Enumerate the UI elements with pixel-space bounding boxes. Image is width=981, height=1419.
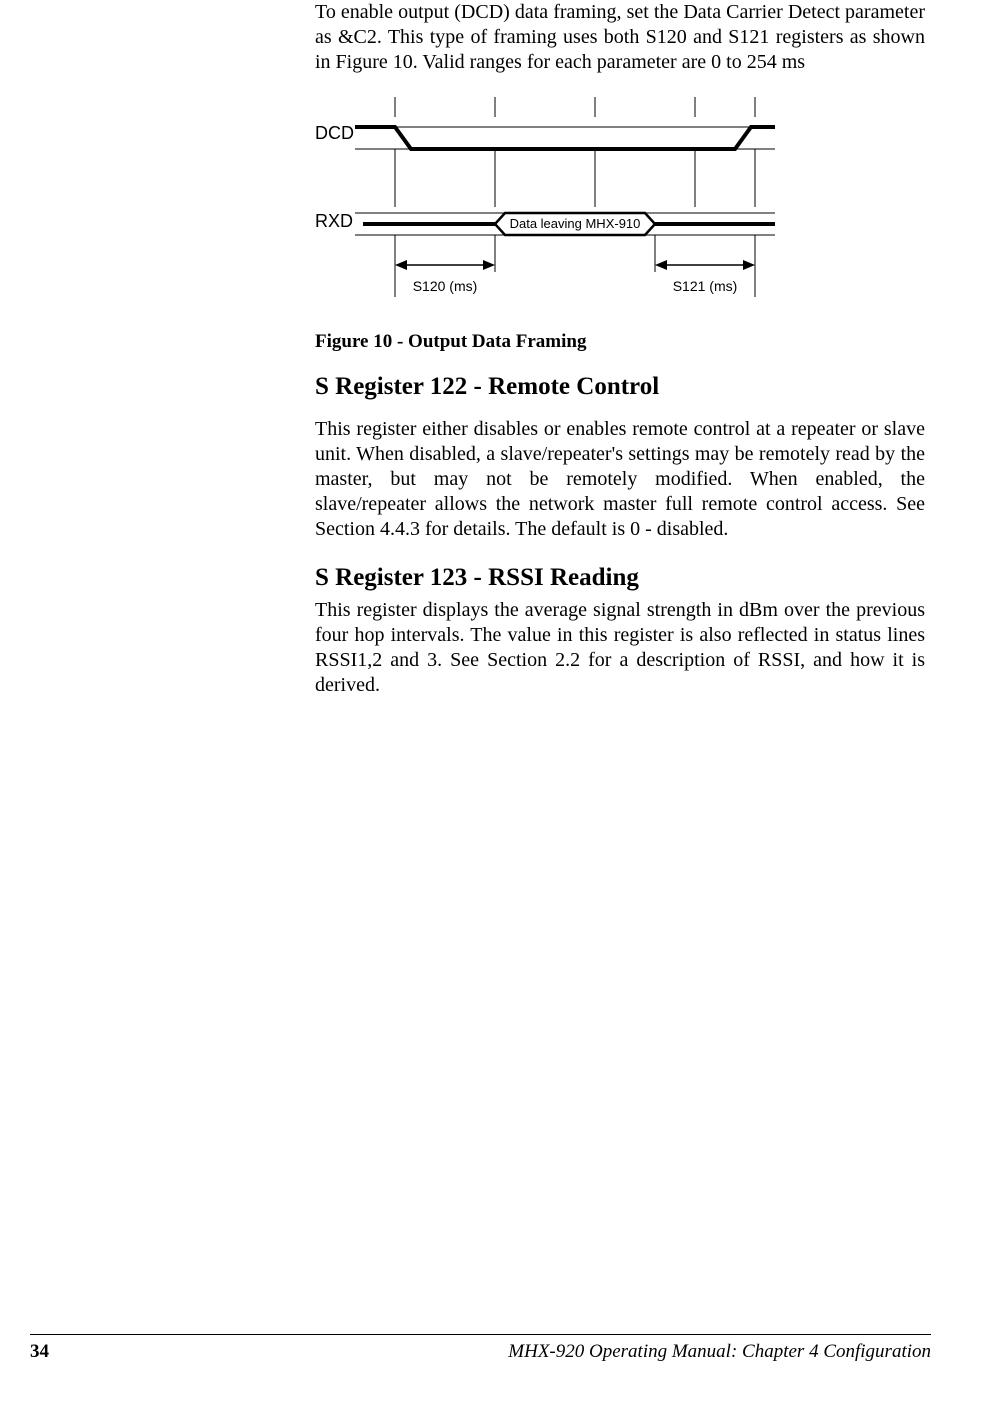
page-footer: 34 MHX-920 Operating Manual: Chapter 4 C…	[30, 1334, 931, 1363]
intro-paragraph: To enable output (DCD) data framing, set…	[315, 0, 925, 75]
footer-title: MHX-920 Operating Manual: Chapter 4 Conf…	[508, 1341, 931, 1363]
rxd-label: RXD	[315, 211, 353, 231]
figure-caption: Figure 10 - Output Data Framing	[315, 331, 925, 353]
section-122-body: This register either disables or enables…	[315, 417, 925, 542]
page-number: 34	[30, 1341, 49, 1363]
dcd-label: DCD	[315, 123, 354, 143]
s121-label: S121 (ms)	[673, 278, 738, 294]
s120-label: S120 (ms)	[413, 278, 478, 294]
content-area: To enable output (DCD) data framing, set…	[315, 0, 925, 720]
output-data-framing-diagram: DCD RXD	[315, 87, 775, 317]
section-123-heading: S Register 123 - RSSI Reading	[315, 564, 925, 592]
section-123-body: This register displays the average signa…	[315, 598, 925, 698]
page: To enable output (DCD) data framing, set…	[0, 0, 981, 1419]
section-122-heading: S Register 122 - Remote Control	[315, 373, 925, 401]
data-box-label: Data leaving MHX-910	[510, 216, 641, 231]
